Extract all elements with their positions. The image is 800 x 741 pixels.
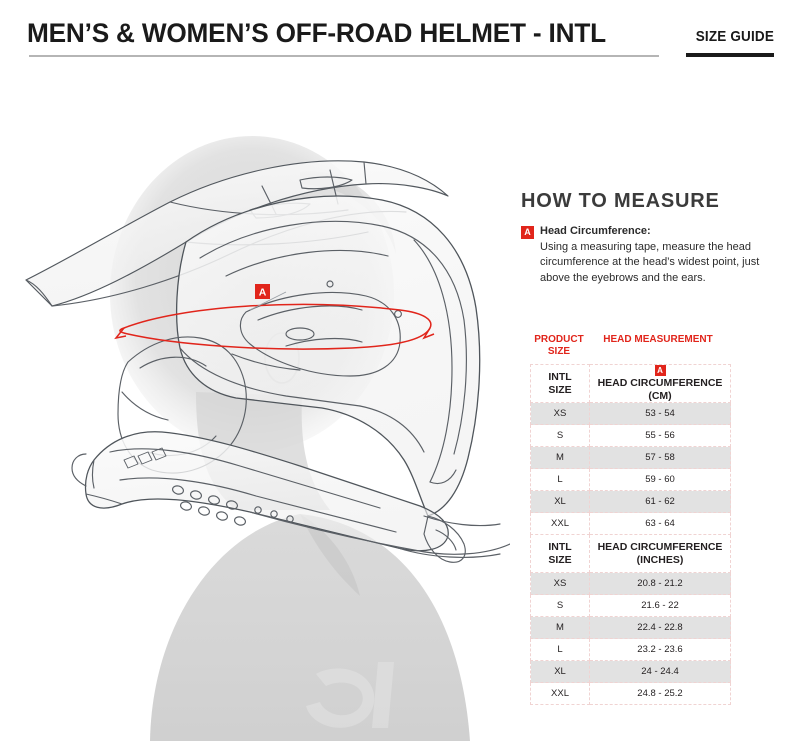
header-divider <box>29 55 659 57</box>
badge-a-icon: A <box>521 226 534 239</box>
cell-size: XXL <box>530 682 590 705</box>
table-row: S 21.6 - 22 <box>530 594 731 617</box>
table-row: XS 53 - 54 <box>530 402 731 425</box>
table-row: XS 20.8 - 21.2 <box>530 572 731 595</box>
cell-value: 20.8 - 21.2 <box>589 572 731 595</box>
table-row: XL 24 - 24.4 <box>530 660 731 683</box>
helmet-shell <box>175 195 481 517</box>
cell-value: 61 - 62 <box>589 490 731 513</box>
how-to-measure-section: HOW TO MEASURE A Head Circumference: Usi… <box>521 190 783 286</box>
cell-size: L <box>530 468 590 491</box>
cell-value: 57 - 58 <box>589 446 731 469</box>
cell-value: 22.4 - 22.8 <box>589 616 731 639</box>
cell-value: 53 - 54 <box>589 402 731 425</box>
size-chart-column-headers: PRODUCT SIZE HEAD MEASUREMENT <box>530 334 728 364</box>
cell-size: L <box>530 638 590 661</box>
helmet-brand-mark <box>123 447 167 469</box>
cell-size: M <box>530 446 590 469</box>
subheader-measure-label-cm: A HEAD CIRCUMFERENCE (CM) <box>589 364 731 403</box>
table-row: XXL 24.8 - 25.2 <box>530 682 731 705</box>
table-row: L 59 - 60 <box>530 468 731 491</box>
measure-instruction-description: Using a measuring tape, measure the head… <box>540 240 760 284</box>
cell-value: 59 - 60 <box>589 468 731 491</box>
helmet-rear-spoiler <box>423 515 466 563</box>
cell-size: XS <box>530 572 590 595</box>
size-guide-underline <box>686 53 774 57</box>
table-subheader-cm: INTL SIZE A HEAD CIRCUMFERENCE (CM) <box>530 364 731 403</box>
subheader-size-label-cm: INTL SIZE <box>530 364 590 403</box>
helmet-illustration-svg: A <box>25 136 510 741</box>
subheader-measure-label-inches: HEAD CIRCUMFERENCE (INCHES) <box>589 534 731 573</box>
table-badge-a-icon: A <box>654 365 666 376</box>
column-header-product-size: PRODUCT SIZE <box>534 334 584 357</box>
cell-size: S <box>530 594 590 617</box>
size-guide-label-wrap: SIZE GUIDE <box>687 28 774 46</box>
size-chart-table: INTL SIZE A HEAD CIRCUMFERENCE (CM) XS 5… <box>530 364 731 705</box>
column-header-head-measurement: HEAD MEASUREMENT <box>603 334 713 345</box>
cell-value: 55 - 56 <box>589 424 731 447</box>
table-row: S 55 - 56 <box>530 424 731 447</box>
head-circumference-arrow: A <box>114 284 435 350</box>
size-guide-label: SIZE GUIDE <box>695 28 774 45</box>
cell-size: XS <box>530 402 590 425</box>
how-to-measure-title: HOW TO MEASURE <box>521 190 720 212</box>
page-header: MEN’S & WOMEN’S OFF-ROAD HELMET - INTL S… <box>0 0 800 62</box>
table-row: M 22.4 - 22.8 <box>530 616 731 639</box>
cell-size: XXL <box>530 512 590 535</box>
helmet-chin-bar <box>71 431 449 552</box>
helmet-neck-roll <box>249 511 510 558</box>
measure-instruction-row: A Head Circumference: Using a measuring … <box>521 224 783 286</box>
table-subheader-inches: INTL SIZE HEAD CIRCUMFERENCE (INCHES) <box>530 534 731 573</box>
cell-value: 21.6 - 22 <box>589 594 731 617</box>
cell-size: XL <box>530 660 590 683</box>
cell-size: M <box>530 616 590 639</box>
cell-size: S <box>530 424 590 447</box>
table-row: XXL 63 - 64 <box>530 512 731 535</box>
helmet-outline <box>25 160 510 563</box>
measure-instruction-text: Head Circumference: Using a measuring ta… <box>540 224 783 286</box>
diagram-badge-a: A <box>259 287 267 299</box>
size-chart: PRODUCT SIZE HEAD MEASUREMENT INTL SIZE … <box>530 334 731 705</box>
table-row: M 57 - 58 <box>530 446 731 469</box>
page-title: MEN’S & WOMEN’S OFF-ROAD HELMET - INTL <box>27 18 606 48</box>
helmet-diagram: A <box>0 62 510 741</box>
table-row: XL 61 - 62 <box>530 490 731 513</box>
measure-instruction-label: Head Circumference: <box>540 225 651 237</box>
cell-value: 63 - 64 <box>589 512 731 535</box>
subheader-size-label-inches: INTL SIZE <box>530 534 590 573</box>
cell-value: 24.8 - 25.2 <box>589 682 731 705</box>
jersey-logo <box>306 662 394 728</box>
cell-value: 23.2 - 23.6 <box>589 638 731 661</box>
cell-value: 24 - 24.4 <box>589 660 731 683</box>
table-row: L 23.2 - 23.6 <box>530 638 731 661</box>
chin-vent-holes <box>172 485 294 526</box>
cell-size: XL <box>530 490 590 513</box>
